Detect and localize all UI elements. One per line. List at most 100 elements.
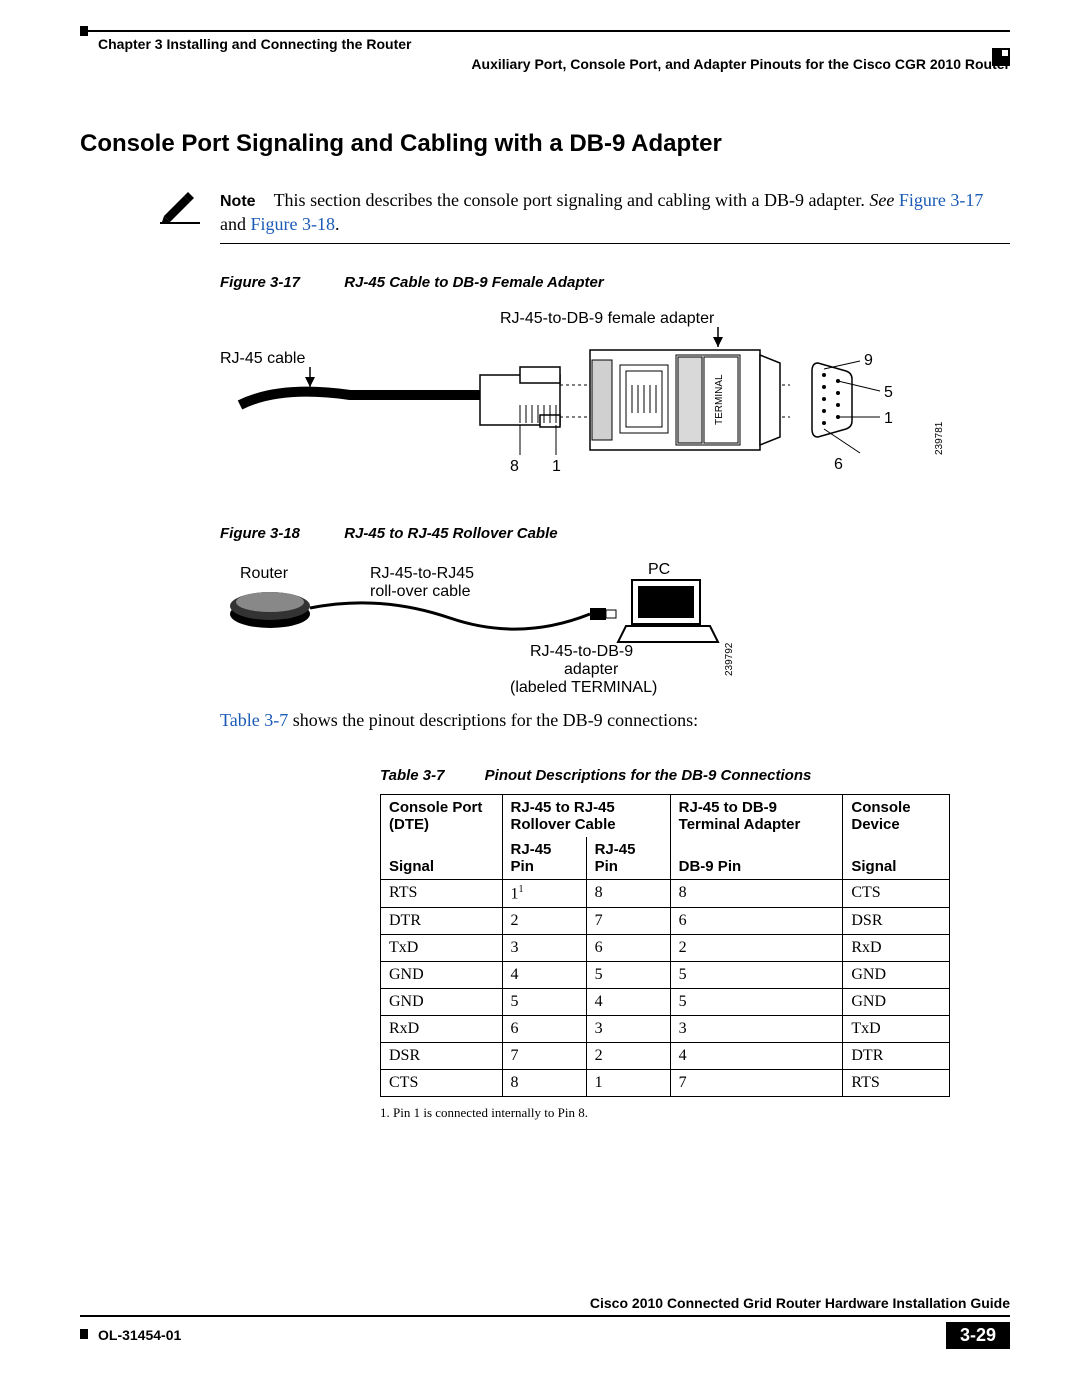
table-cell: 4: [670, 1042, 843, 1069]
table-row: DTR276DSR: [381, 907, 950, 934]
lbl-pc: PC: [648, 561, 670, 578]
table-row: CTS817RTS: [381, 1069, 950, 1096]
footer-ol: OL-31454-01: [98, 1327, 181, 1343]
note-text: Note This section describes the console …: [220, 188, 1010, 237]
footer-title: Cisco 2010 Connected Grid Router Hardwar…: [590, 1295, 1010, 1311]
table-cell: 3: [670, 1015, 843, 1042]
header-left-mark: [80, 26, 88, 36]
table-cell: CTS: [843, 879, 950, 907]
table-cell: 6: [670, 907, 843, 934]
lbl-roll1: RJ-45-to-RJ45: [370, 565, 474, 582]
table-cell: GND: [843, 988, 950, 1015]
table-row: TxD362RxD: [381, 934, 950, 961]
table-cell: 2: [502, 907, 586, 934]
table-num: Table 3-7: [380, 767, 444, 784]
footer-left-mark: [80, 1329, 88, 1339]
header-left: Chapter 3 Installing and Connecting the …: [98, 36, 411, 52]
thead-row2: Signal RJ-45 Pin RJ-45 Pin DB-9 Pin Sign…: [381, 837, 950, 880]
fig18-num: Figure 3-18: [220, 525, 300, 542]
link-fig18[interactable]: Figure 3-18: [251, 214, 336, 234]
table-cell: GND: [381, 961, 503, 988]
thead-row1: Console Port (DTE) RJ-45 to RJ-45 Rollov…: [381, 794, 950, 837]
table-cell: 5: [670, 961, 843, 988]
page-number-badge: 3-29: [946, 1322, 1010, 1349]
table-cell: 6: [502, 1015, 586, 1042]
lbl-terminal: TERMINAL: [714, 374, 725, 425]
table-row: DSR724DTR: [381, 1042, 950, 1069]
lbl-router: Router: [240, 565, 289, 582]
note-label: Note: [220, 193, 256, 210]
body-line: Table 3-7 shows the pinout descriptions …: [220, 710, 1010, 731]
table-cell: 5: [670, 988, 843, 1015]
table-cell: CTS: [381, 1069, 503, 1096]
table-cell: GND: [843, 961, 950, 988]
table-caption: Table 3-7 Pinout Descriptions for the DB…: [380, 767, 950, 784]
lbl-roll2: roll-over cable: [370, 583, 471, 600]
table-cell: 3: [502, 934, 586, 961]
link-table37[interactable]: Table 3-7: [220, 710, 288, 730]
table-cell: 4: [502, 961, 586, 988]
table-cell: RTS: [843, 1069, 950, 1096]
th-signal2: Signal: [843, 837, 950, 880]
note-underline: [220, 243, 1010, 244]
link-fig17[interactable]: Figure 3-17: [899, 190, 984, 210]
table-cell: 7: [502, 1042, 586, 1069]
table-row: GND455GND: [381, 961, 950, 988]
body-rest: shows the pinout descriptions for the DB…: [288, 710, 698, 730]
table-row: RTS1188CTS: [381, 879, 950, 907]
table-cell: DSR: [843, 907, 950, 934]
note-pre: This section describes the console port …: [274, 190, 870, 210]
table-cell: 2: [670, 934, 843, 961]
th-rj45a: RJ-45 Pin: [502, 837, 586, 880]
table-cell: 8: [502, 1069, 586, 1096]
note-body: This section describes the console port …: [220, 190, 983, 234]
lbl-1: 1: [552, 458, 561, 475]
fig18-caption: Figure 3-18 RJ-45 to RJ-45 Rollover Cabl…: [220, 525, 1010, 542]
lbl-6: 6: [834, 456, 843, 473]
fig17-title: RJ-45 Cable to DB-9 Female Adapter: [344, 274, 604, 291]
page: Chapter 3 Installing and Connecting the …: [0, 0, 1080, 1397]
lbl-8: 8: [510, 458, 519, 475]
fig18-diagram: .lbl{font:400 16px Arial,Helvetica,sans-…: [220, 556, 1010, 696]
table-cell: DSR: [381, 1042, 503, 1069]
table-cell: 4: [586, 988, 670, 1015]
note-mid: and: [220, 214, 251, 234]
table-cell: TxD: [843, 1015, 950, 1042]
header-rule: [80, 30, 1010, 32]
table-row: RxD633TxD: [381, 1015, 950, 1042]
table-cell: 2: [586, 1042, 670, 1069]
table-cell: DTR: [381, 907, 503, 934]
table-wrap: Table 3-7 Pinout Descriptions for the DB…: [380, 767, 950, 1097]
pencil-icon: [160, 188, 220, 224]
table-cell: 1: [586, 1069, 670, 1096]
lbl-1r: 1: [884, 410, 893, 427]
table-cell: 7: [670, 1069, 843, 1096]
fig17-caption: Figure 3-17 RJ-45 Cable to DB-9 Female A…: [220, 274, 1010, 291]
note-see: See: [869, 190, 894, 210]
lbl-adp3: (labeled TERMINAL): [510, 679, 657, 696]
lbl-adp2: adapter: [564, 661, 619, 678]
table-cell: TxD: [381, 934, 503, 961]
table-cell: 5: [586, 961, 670, 988]
table-cell: DTR: [843, 1042, 950, 1069]
table-cell: GND: [381, 988, 503, 1015]
table-cell: 7: [586, 907, 670, 934]
footer-rule: [80, 1315, 1010, 1317]
lbl-adp1: RJ-45-to-DB-9: [530, 643, 633, 660]
th-rollover: RJ-45 to RJ-45 Rollover Cable: [502, 794, 670, 837]
table-cell: RTS: [381, 879, 503, 907]
pinout-table: Console Port (DTE) RJ-45 to RJ-45 Rollov…: [380, 794, 950, 1097]
table-title: Pinout Descriptions for the DB-9 Connect…: [485, 767, 812, 784]
note-block: Note This section describes the console …: [160, 188, 1010, 237]
table-cell: 8: [586, 879, 670, 907]
lbl-9: 9: [864, 352, 873, 369]
table-cell: 8: [670, 879, 843, 907]
table-footnote: 1. Pin 1 is connected internally to Pin …: [380, 1105, 1010, 1121]
lbl-rj45cable: RJ-45 cable: [220, 350, 305, 367]
lbl-code17: 239781: [934, 421, 945, 455]
section-title: Console Port Signaling and Cabling with …: [80, 130, 1010, 158]
table-cell: 11: [502, 879, 586, 907]
lbl-5: 5: [884, 384, 893, 401]
lbl-adapter: RJ-45-to-DB-9 female adapter: [500, 310, 715, 327]
header-right: Auxiliary Port, Console Port, and Adapte…: [471, 56, 1010, 72]
